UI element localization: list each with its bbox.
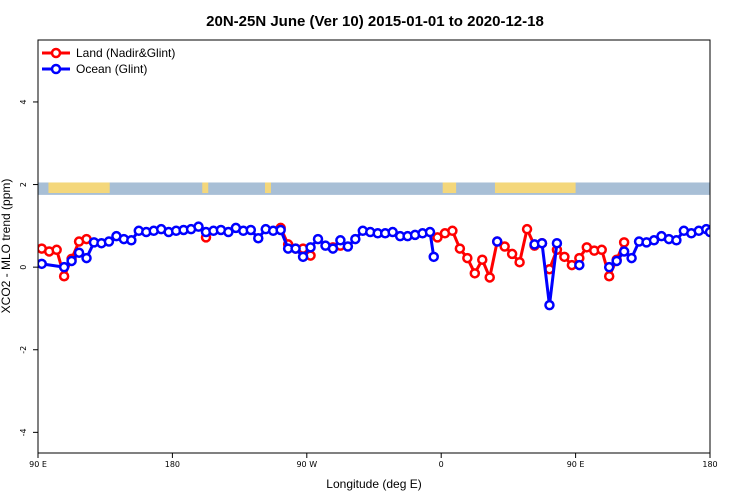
map-band xyxy=(38,182,710,195)
data-point-land xyxy=(514,256,525,268)
data-point-ocean xyxy=(38,258,47,270)
data-point-ocean xyxy=(327,243,339,254)
x-tick-label: 180 xyxy=(165,460,180,469)
y-tick-label: 4 xyxy=(19,99,28,104)
data-point-ocean xyxy=(126,235,137,246)
data-point-ocean xyxy=(603,261,615,273)
data-point-ocean xyxy=(81,252,92,264)
series-layer xyxy=(38,221,710,311)
map-land-2 xyxy=(264,182,271,194)
y-tick-label: -2 xyxy=(19,346,28,354)
x-tick-label: 90 E xyxy=(29,460,47,469)
data-point-land xyxy=(462,252,473,264)
data-point-land xyxy=(447,225,458,237)
data-point-land xyxy=(469,268,481,279)
y-tick-label: -4 xyxy=(19,428,28,436)
data-point-ocean xyxy=(648,235,660,246)
x-axis-label: Longitude (deg E) xyxy=(326,477,421,491)
data-point-land xyxy=(521,223,533,235)
series-line-land-4 xyxy=(436,227,543,279)
data-point-ocean xyxy=(544,299,555,311)
map-land-4 xyxy=(494,182,576,194)
map-land-1 xyxy=(202,182,209,194)
data-point-ocean xyxy=(253,232,264,244)
x-tick-label: 180 xyxy=(702,460,717,469)
data-point-land xyxy=(499,241,510,252)
legend-marker-ocean xyxy=(50,63,62,75)
map-land-3 xyxy=(442,182,457,194)
data-point-ocean xyxy=(245,224,257,236)
data-point-land xyxy=(484,272,495,283)
data-point-ocean xyxy=(428,251,439,263)
data-point-ocean xyxy=(618,246,630,257)
x-tick-label: 90 E xyxy=(567,460,585,469)
x-tick-label: 90 W xyxy=(296,460,317,469)
data-point-ocean xyxy=(312,233,324,245)
legend-marker-land xyxy=(50,47,62,59)
data-point-ocean xyxy=(58,261,70,273)
data-point-ocean xyxy=(103,236,115,247)
data-point-ocean xyxy=(387,226,398,238)
data-point-ocean xyxy=(275,224,286,236)
data-point-ocean xyxy=(536,237,548,249)
data-point-ocean xyxy=(551,237,563,249)
data-point-ocean xyxy=(626,252,637,264)
data-point-land xyxy=(603,270,615,282)
chart-title: 20N-25N June (Ver 10) 2015-01-01 to 2020… xyxy=(206,13,544,30)
data-point-land xyxy=(596,244,607,256)
data-point-ocean xyxy=(671,235,682,246)
data-point-land xyxy=(51,244,62,256)
data-point-ocean xyxy=(193,221,204,232)
data-point-ocean xyxy=(66,255,77,267)
data-point-ocean xyxy=(491,236,503,247)
data-point-ocean xyxy=(73,247,85,258)
x-axis: 90 E 180 90 W 0 90 E 180 xyxy=(29,453,718,469)
data-point-land xyxy=(559,251,570,263)
y-tick-label: 2 xyxy=(19,182,28,187)
y-tick-label: 0 xyxy=(19,265,28,270)
data-point-ocean xyxy=(424,226,436,238)
y-axis: -4 -2 0 2 4 xyxy=(19,99,38,436)
data-point-land xyxy=(506,248,518,260)
data-point-ocean xyxy=(350,233,361,245)
data-point-ocean xyxy=(305,242,316,253)
legend-label-land: Land (Nadir&Glint) xyxy=(76,46,175,60)
data-point-land xyxy=(432,232,443,243)
data-point-land xyxy=(454,243,466,254)
legend: Land (Nadir&Glint) Ocean (Glint) xyxy=(42,46,175,76)
data-point-ocean xyxy=(290,243,301,254)
data-point-ocean xyxy=(342,241,354,252)
data-point-land xyxy=(477,254,488,265)
data-point-ocean xyxy=(297,251,309,263)
data-point-ocean xyxy=(611,255,622,267)
legend-label-ocean: Ocean (Glint) xyxy=(76,62,147,76)
data-point-ocean xyxy=(223,226,234,238)
x-tick-label: 0 xyxy=(439,460,444,469)
data-point-land xyxy=(618,237,630,248)
map-sea xyxy=(38,182,710,195)
y-axis-label: XCO2 - MLO trend (ppm) xyxy=(0,179,13,314)
data-point-ocean xyxy=(704,226,710,238)
plot-frame xyxy=(37,39,711,454)
data-point-ocean xyxy=(574,259,585,271)
data-point-land xyxy=(58,270,70,282)
map-land-0 xyxy=(48,182,110,194)
data-point-ocean xyxy=(335,235,346,246)
